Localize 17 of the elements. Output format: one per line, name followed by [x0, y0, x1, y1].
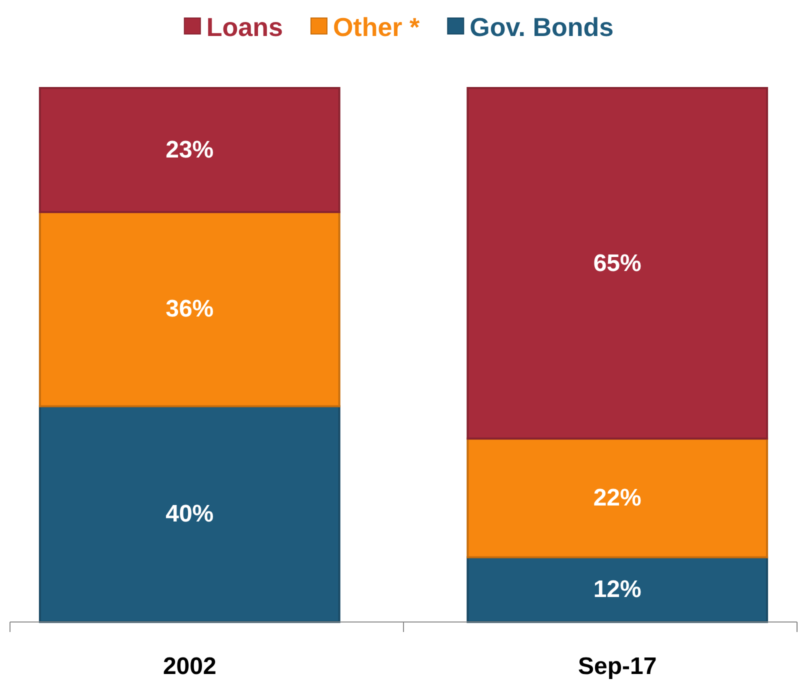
data-label: 65%: [593, 250, 642, 277]
bar: [466, 556, 768, 623]
bar: [38, 87, 340, 214]
bar: [466, 438, 768, 558]
bar: [466, 87, 768, 440]
bar: [38, 405, 340, 623]
bar: [38, 211, 340, 408]
data-label: 36%: [166, 296, 214, 323]
legend-label: Other *: [332, 12, 421, 42]
x-tick-label: Sep-17: [578, 653, 657, 680]
legend-label: Gov. Bonds: [470, 12, 614, 42]
data-label: 22%: [593, 484, 642, 512]
legend-label: Loans: [206, 12, 283, 42]
data-label: 40%: [166, 500, 214, 528]
data-label: 12%: [593, 576, 642, 604]
data-label: 23%: [166, 136, 214, 164]
x-tick-label: 2002: [162, 653, 216, 680]
